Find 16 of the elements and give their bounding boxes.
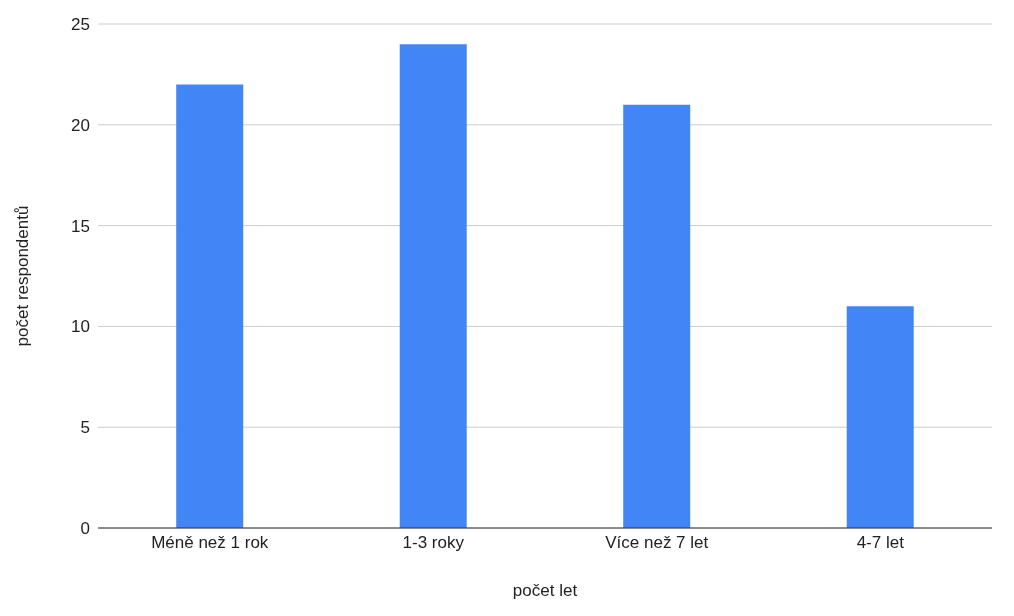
- y-axis-title: počet respondentů: [13, 205, 33, 347]
- x-axis-title: počet let: [512, 581, 578, 600]
- x-tick-label: Více než 7 let: [605, 533, 709, 553]
- y-tick-label: 0: [80, 519, 90, 539]
- bar: [846, 306, 914, 528]
- y-tick-label: 25: [71, 15, 90, 35]
- y-tick-label: 20: [71, 115, 90, 135]
- y-tick-label: 15: [71, 216, 90, 236]
- bar: [176, 84, 244, 528]
- x-tick-label: 1-3 roky: [402, 533, 465, 553]
- bar: [623, 104, 691, 528]
- y-tick-label: 5: [80, 418, 90, 438]
- bar: [399, 44, 467, 528]
- y-tick-label: 10: [71, 317, 90, 337]
- x-tick-label: Méně než 1 rok: [151, 533, 269, 553]
- x-tick-label: 4-7 let: [856, 533, 905, 553]
